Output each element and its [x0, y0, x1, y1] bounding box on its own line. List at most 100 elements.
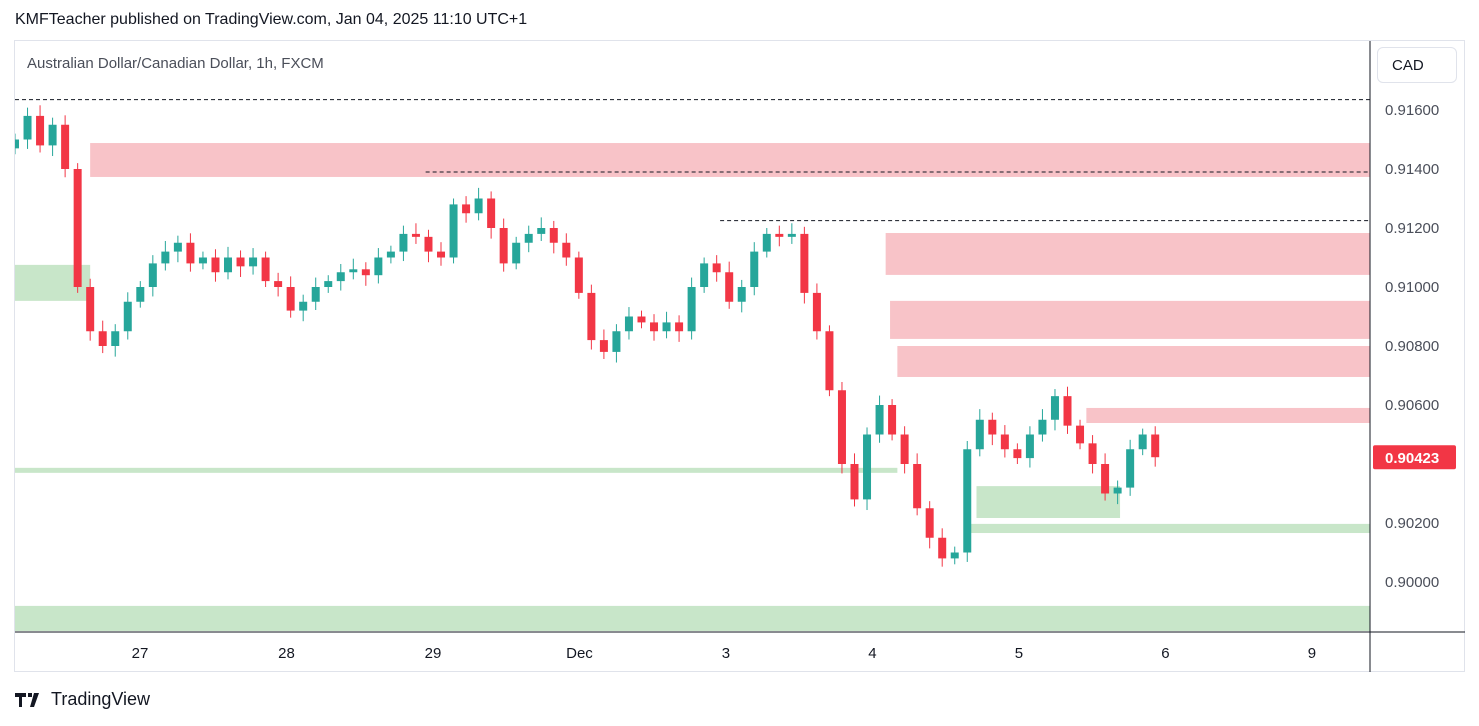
candle-down	[637, 316, 646, 323]
candle-down	[61, 124, 70, 169]
price-tick-label: 0.90800	[1385, 338, 1439, 355]
candle-down	[499, 228, 508, 264]
candle-down	[562, 242, 571, 258]
tradingview-logo[interactable]: TradingView	[15, 689, 150, 710]
time-tick-label: 28	[278, 645, 295, 662]
candle-up	[1038, 419, 1047, 435]
demand-zone	[976, 486, 1121, 518]
candle-up	[449, 204, 458, 258]
time-tick-label: 4	[868, 645, 876, 662]
candle-up	[198, 257, 207, 264]
candle-up	[48, 124, 57, 146]
candle-down	[725, 272, 734, 302]
candle-up	[612, 331, 621, 352]
candle-down	[913, 464, 922, 509]
candle-up	[173, 242, 182, 252]
candle-down	[837, 390, 846, 464]
candle-up	[1050, 396, 1059, 420]
candle-down	[574, 257, 583, 293]
brand-label: TradingView	[51, 689, 151, 709]
candle-down	[487, 198, 496, 228]
candle-up	[324, 281, 333, 287]
candle-down	[988, 419, 997, 435]
symbol-title: Australian Dollar/Canadian Dollar, 1h, F…	[27, 55, 324, 72]
candle-up	[687, 287, 696, 332]
candle-down	[236, 257, 245, 267]
candle-up	[700, 263, 709, 287]
candle-down	[211, 257, 220, 273]
candle-down	[1076, 425, 1085, 444]
publish-info: KMFTeacher published on TradingView.com,…	[15, 11, 528, 28]
candle-down	[925, 508, 934, 538]
candle-up	[662, 322, 671, 332]
candle-up	[512, 242, 521, 264]
candle-up	[1025, 434, 1034, 459]
candle-down	[1000, 434, 1009, 450]
candle-up	[950, 552, 959, 559]
currency-button[interactable]: CAD	[1377, 47, 1457, 83]
candle-down	[675, 322, 684, 332]
demand-zone	[15, 467, 898, 473]
time-tick-label: 29	[425, 645, 442, 662]
time-tick-label: 9	[1308, 645, 1316, 662]
candle-down	[286, 287, 295, 311]
candle-up	[311, 287, 320, 302]
candle-up	[224, 257, 233, 273]
supply-zone	[890, 300, 1370, 339]
candle-up	[136, 287, 145, 302]
last-price-label: 0.90423	[1385, 450, 1439, 467]
candle-down	[1063, 396, 1072, 426]
candle-up	[875, 405, 884, 435]
candle-down	[650, 322, 659, 332]
candle-up	[399, 233, 408, 252]
candle-down	[599, 340, 608, 352]
price-tick-label: 0.90200	[1385, 515, 1439, 532]
demand-zone	[15, 605, 1370, 631]
candle-up	[123, 301, 132, 332]
candle-up	[299, 301, 308, 311]
candle-up	[524, 233, 533, 243]
candle-down	[1101, 464, 1110, 494]
candle-down	[98, 331, 107, 346]
chart-frame	[14, 40, 1465, 672]
candle-down	[1013, 449, 1022, 459]
supply-zone	[1086, 407, 1370, 423]
supply-zone	[885, 233, 1370, 275]
candle-down	[462, 204, 471, 214]
time-tick-label: 3	[722, 645, 730, 662]
candle-up	[624, 316, 633, 332]
candle-down	[186, 242, 195, 264]
price-tick-label: 0.90000	[1385, 574, 1439, 591]
last-price-badge	[1373, 445, 1456, 470]
time-tick-label: 6	[1161, 645, 1169, 662]
supply-zone	[897, 346, 1370, 377]
candle-up	[762, 233, 771, 252]
candle-down	[587, 292, 596, 341]
demand-zone	[970, 523, 1370, 534]
candle-up	[1138, 434, 1147, 450]
candle-up	[386, 251, 395, 258]
candle-down	[261, 257, 270, 282]
plot-area	[15, 99, 1370, 631]
candle-down	[361, 269, 370, 276]
candle-up	[374, 257, 383, 276]
candle-down	[36, 115, 45, 146]
candle-up	[537, 228, 546, 234]
candle-down	[274, 281, 283, 287]
candle-up	[111, 331, 120, 346]
candle-down	[86, 287, 95, 332]
time-tick-label: 27	[132, 645, 149, 662]
time-tick-label: 5	[1015, 645, 1023, 662]
candle-down	[825, 331, 834, 391]
candle-up	[975, 419, 984, 450]
candle-up	[750, 251, 759, 287]
price-tick-label: 0.91400	[1385, 161, 1439, 178]
price-tick-label: 0.91600	[1385, 102, 1439, 119]
candle-down	[775, 233, 784, 237]
candle-down	[1151, 434, 1160, 458]
candle-up	[963, 449, 972, 553]
candle-up	[336, 272, 345, 282]
time-tick-label: Dec	[566, 645, 593, 662]
candle-down	[712, 263, 721, 273]
